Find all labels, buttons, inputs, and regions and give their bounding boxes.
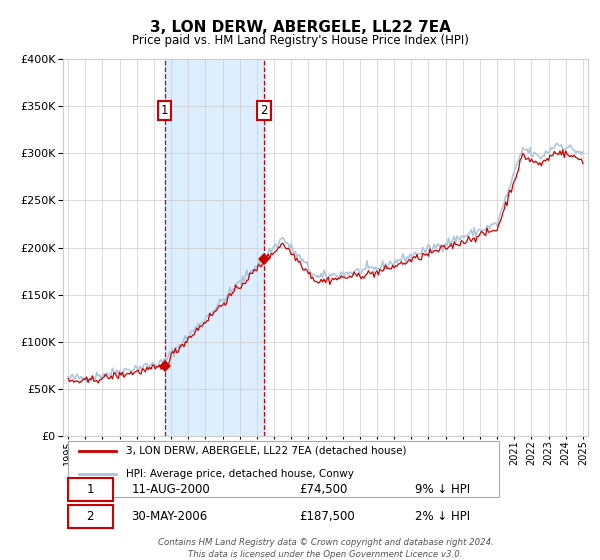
Text: 3, LON DERW, ABERGELE, LL22 7EA: 3, LON DERW, ABERGELE, LL22 7EA: [149, 20, 451, 35]
Text: 3, LON DERW, ABERGELE, LL22 7EA (detached house): 3, LON DERW, ABERGELE, LL22 7EA (detache…: [126, 446, 407, 456]
Text: HPI: Average price, detached house, Conwy: HPI: Average price, detached house, Conw…: [126, 469, 354, 479]
Text: 2% ↓ HPI: 2% ↓ HPI: [415, 510, 470, 523]
Text: Price paid vs. HM Land Registry's House Price Index (HPI): Price paid vs. HM Land Registry's House …: [131, 34, 469, 46]
FancyBboxPatch shape: [68, 441, 499, 497]
FancyBboxPatch shape: [68, 505, 113, 529]
Text: £187,500: £187,500: [299, 510, 355, 523]
Text: 9% ↓ HPI: 9% ↓ HPI: [415, 483, 470, 496]
Text: 11-AUG-2000: 11-AUG-2000: [131, 483, 210, 496]
Text: 30-MAY-2006: 30-MAY-2006: [131, 510, 208, 523]
Text: £74,500: £74,500: [299, 483, 347, 496]
Text: 1: 1: [161, 104, 169, 117]
Text: Contains HM Land Registry data © Crown copyright and database right 2024.: Contains HM Land Registry data © Crown c…: [158, 538, 493, 547]
Text: This data is licensed under the Open Government Licence v3.0.: This data is licensed under the Open Gov…: [188, 550, 463, 559]
Text: 2: 2: [86, 510, 94, 523]
Bar: [164, 59, 264, 436]
Text: 1: 1: [86, 483, 94, 496]
FancyBboxPatch shape: [68, 478, 113, 501]
Text: 2: 2: [260, 104, 268, 117]
